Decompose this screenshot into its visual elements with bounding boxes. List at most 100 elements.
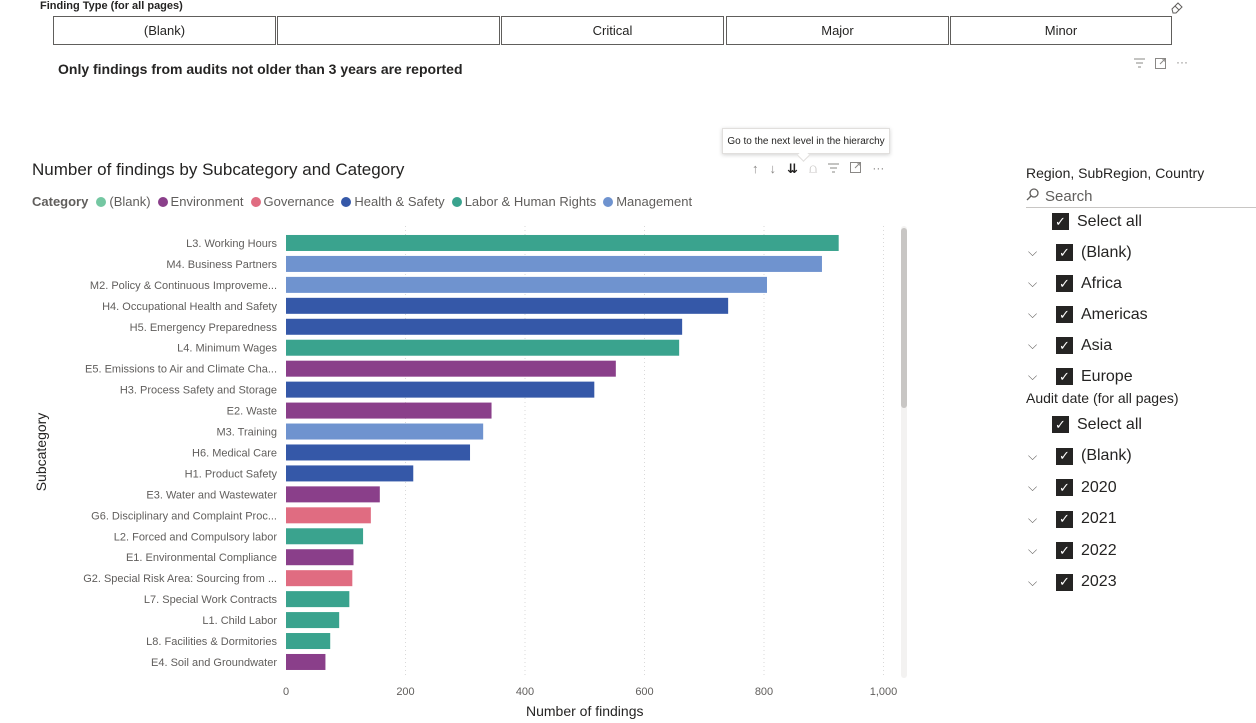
- checkbox-checked-icon[interactable]: ✓: [1056, 542, 1073, 559]
- finding-type-major-button[interactable]: Major: [726, 16, 949, 45]
- y-tick-label: M3. Training: [216, 427, 277, 439]
- bar: [286, 276, 767, 293]
- chevron-down-icon[interactable]: ⌵: [1028, 511, 1038, 526]
- legend-item-labor-human-rights[interactable]: Labor & Human Rights: [451, 194, 596, 209]
- date-item[interactable]: ⌵ ✓ 2021: [1026, 503, 1256, 535]
- region-item-label: Select all: [1077, 212, 1142, 230]
- checkbox-checked-icon[interactable]: ✓: [1052, 213, 1069, 230]
- y-tick-label: H4. Occupational Health and Safety: [102, 301, 277, 313]
- chevron-down-icon[interactable]: ⌵: [1028, 369, 1038, 383]
- legend-item-management[interactable]: Management: [603, 194, 692, 209]
- finding-type-minor-button[interactable]: Minor: [950, 16, 1172, 45]
- checkbox-checked-icon[interactable]: ✓: [1052, 416, 1069, 433]
- region-list: ✓ Select all ⌵ ✓ (Blank) ⌵ ✓ Africa ⌵ ✓ …: [1026, 206, 1256, 386]
- chevron-down-icon[interactable]: ⌵: [1028, 543, 1038, 557]
- finding-type-title: Finding Type (for all pages): [40, 0, 183, 12]
- chart-filter-icon[interactable]: [828, 161, 840, 177]
- legend-dot: [341, 196, 352, 207]
- bar: [286, 465, 414, 482]
- region-item[interactable]: ⌵ ✓ Americas: [1026, 299, 1256, 330]
- filter-icon[interactable]: [1134, 58, 1145, 72]
- chevron-down-icon[interactable]: ⌵: [1028, 338, 1038, 352]
- x-tick-label: 200: [396, 686, 414, 698]
- checkbox-checked-icon[interactable]: ✓: [1056, 573, 1073, 591]
- header-visual-icons: ···: [1134, 55, 1188, 72]
- chart-focus-mode-icon[interactable]: [850, 161, 862, 177]
- more-options-icon[interactable]: ···: [1176, 55, 1188, 69]
- finding-type-critical-button[interactable]: Critical: [501, 16, 724, 45]
- checkbox-checked-icon[interactable]: ✓: [1056, 447, 1073, 465]
- region-select-all[interactable]: ✓ Select all: [1026, 206, 1256, 237]
- region-item[interactable]: ⌵ ✓ Africa: [1026, 268, 1256, 299]
- y-tick-label: E2. Waste: [227, 406, 277, 418]
- search-input[interactable]: Search: [1045, 187, 1093, 205]
- drill-down-icon[interactable]: ↓: [769, 161, 777, 176]
- date-item-label: 2022: [1081, 541, 1117, 559]
- chevron-down-icon[interactable]: ⌵: [1028, 276, 1038, 290]
- date-item[interactable]: ⌵ ✓ 2022: [1026, 535, 1256, 566]
- legend-item-health-safety[interactable]: Health & Safety: [341, 194, 445, 209]
- chevron-down-icon[interactable]: ⌵: [1028, 307, 1038, 321]
- chevron-down-icon[interactable]: ⌵: [1028, 574, 1038, 589]
- legend-dot: [451, 196, 462, 207]
- legend-label: Health & Safety: [354, 194, 445, 209]
- date-item-label: 2023: [1081, 573, 1117, 590]
- checkbox-checked-icon[interactable]: ✓: [1056, 337, 1073, 354]
- y-axis-title: Subcategory: [33, 413, 49, 492]
- region-item[interactable]: ⌵ ✓ Asia: [1026, 330, 1256, 361]
- checkbox-checked-icon[interactable]: ✓: [1056, 275, 1073, 292]
- chart-legend: Category (Blank) Environment Governance …: [32, 194, 699, 209]
- legend-title: Category: [32, 194, 89, 209]
- checkbox-checked-icon[interactable]: ✓: [1056, 368, 1073, 385]
- region-slicer-title: Region, SubRegion, Country: [1026, 165, 1205, 181]
- date-item-label: 2021: [1081, 510, 1117, 527]
- legend-item-blank[interactable]: (Blank): [96, 194, 151, 209]
- eraser-icon[interactable]: [1170, 0, 1184, 14]
- date-select-all[interactable]: ✓ Select all: [1026, 409, 1256, 440]
- legend-item-environment[interactable]: Environment: [157, 194, 244, 209]
- y-tick-label: E5. Emissions to Air and Climate Cha...: [85, 364, 277, 376]
- focus-mode-icon[interactable]: [1155, 58, 1166, 72]
- y-tick-label: G2. Special Risk Area: Sourcing from ...: [83, 573, 277, 585]
- date-item[interactable]: ⌵ ✓ (Blank): [1026, 440, 1256, 472]
- bar: [286, 297, 729, 314]
- y-tick-label: L1. Child Labor: [202, 615, 277, 627]
- checkbox-checked-icon[interactable]: ✓: [1056, 510, 1073, 528]
- y-tick-label: L3. Working Hours: [186, 238, 277, 250]
- legend-label: Governance: [263, 194, 335, 209]
- bar: [286, 653, 326, 670]
- date-item[interactable]: ⌵ ✓ 2023: [1026, 566, 1256, 598]
- y-tick-label: E4. Soil and Groundwater: [151, 657, 277, 669]
- checkbox-checked-icon[interactable]: ✓: [1056, 479, 1073, 496]
- chevron-down-icon[interactable]: ⌵: [1028, 480, 1038, 494]
- drill-up-icon[interactable]: ↑: [752, 161, 759, 176]
- finding-type-empty-button[interactable]: [277, 16, 500, 45]
- chevron-down-icon[interactable]: ⌵: [1028, 245, 1038, 259]
- y-tick-label: L7. Special Work Contracts: [144, 594, 278, 606]
- region-item[interactable]: ⌵ ✓ Europe: [1026, 361, 1256, 386]
- bar: [286, 486, 380, 503]
- next-level-icon[interactable]: ⇊: [787, 161, 798, 176]
- chart-more-options-icon[interactable]: ···: [872, 161, 885, 175]
- scrollbar-thumb[interactable]: [901, 228, 907, 408]
- legend-item-governance[interactable]: Governance: [250, 194, 335, 209]
- checkbox-checked-icon[interactable]: ✓: [1056, 306, 1073, 323]
- bar: [286, 318, 683, 335]
- expand-hierarchy-icon[interactable]: ⩍: [808, 161, 818, 176]
- region-item[interactable]: ⌵ ✓ (Blank): [1026, 237, 1256, 268]
- region-search-box[interactable]: Search: [1026, 185, 1256, 208]
- legend-label: Management: [616, 194, 693, 209]
- date-item[interactable]: ⌵ ✓ 2020: [1026, 472, 1256, 503]
- y-tick-label: L2. Forced and Compulsory labor: [114, 531, 278, 543]
- x-tick-label: 1,000: [870, 686, 898, 698]
- chevron-down-icon[interactable]: ⌵: [1028, 448, 1038, 463]
- bar: [286, 612, 340, 629]
- chart-toolbar: ↑ ↓ ⇊ ⩍ ···: [752, 161, 884, 177]
- checkbox-checked-icon[interactable]: ✓: [1056, 244, 1073, 261]
- x-tick-label: 800: [755, 686, 773, 698]
- y-tick-label: M4. Business Partners: [166, 259, 277, 271]
- y-tick-label: H3. Process Safety and Storage: [120, 385, 277, 397]
- y-tick-label: G6. Disciplinary and Complaint Proc...: [91, 510, 277, 522]
- bar: [286, 633, 331, 650]
- finding-type-blank-button[interactable]: (Blank): [53, 16, 276, 45]
